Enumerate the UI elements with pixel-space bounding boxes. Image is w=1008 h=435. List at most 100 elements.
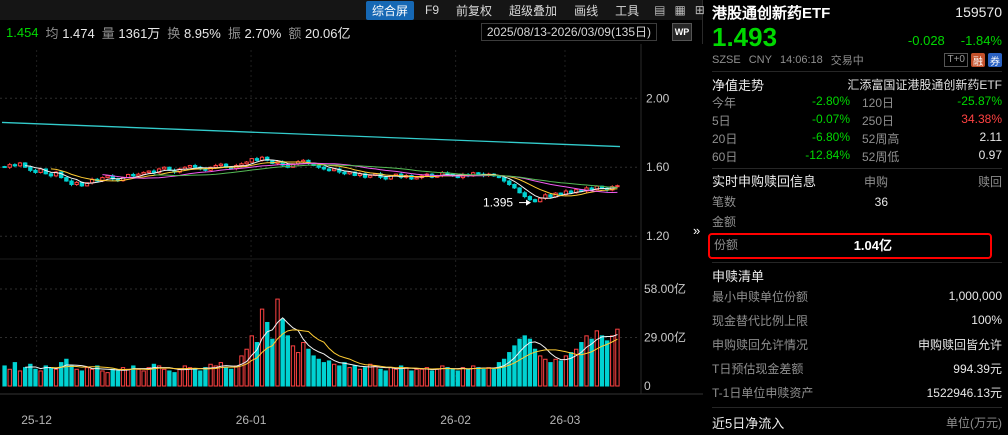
list-value: 100%	[971, 313, 1002, 327]
short-selling-icon[interactable]: 券	[988, 53, 1002, 68]
turnover-value: 8.95%	[183, 25, 221, 41]
list-value: 994.39元	[953, 361, 1002, 376]
toolbar-icon-group: ▤ ▦ ⊞	[654, 3, 705, 17]
list-label: T-1日单位申赎资产	[712, 385, 814, 400]
svg-text:26-01: 26-01	[236, 413, 267, 427]
divider	[712, 262, 1002, 263]
amplitude-label: 振	[227, 25, 241, 41]
list-value: 申购赎回皆允许	[917, 337, 1002, 352]
perf-value: -6.80%	[811, 129, 850, 144]
perf-row: 5日 -0.07% 250日 34.38%	[712, 111, 1002, 129]
fund-name[interactable]: 汇添富国证港股通创新药ETF	[847, 77, 1002, 92]
perf-value: -0.07%	[811, 111, 850, 126]
list-label: T日预估现金差额	[712, 361, 804, 376]
nav-section-title: 净值走势	[712, 77, 765, 93]
quote-time: 14:06:18	[779, 54, 823, 66]
volume-label: 量	[101, 25, 115, 41]
svg-text:58.00亿: 58.00亿	[644, 281, 686, 296]
t0-badge: T+0	[944, 53, 968, 67]
divider	[712, 168, 1002, 169]
perf-value: 34.38%	[961, 111, 1002, 126]
last-price: 1.493	[712, 22, 778, 52]
svg-text:1.20: 1.20	[646, 229, 670, 243]
perf-label: 20日	[712, 131, 738, 146]
turnover-label: 换	[167, 25, 181, 41]
svg-text:0: 0	[644, 379, 651, 393]
perf-label: 52周高	[862, 131, 900, 146]
quote-panel: 港股通创新药ETF 159570 1.493 -0.028 -1.84% SZS…	[704, 0, 1008, 435]
realtime-row: 金额	[712, 212, 1002, 232]
volume-value: 1361万	[118, 25, 161, 41]
perf-value: -2.80%	[811, 93, 850, 108]
price-change-pct: -1.84%	[960, 33, 1002, 48]
list-value: 1,000,000	[948, 289, 1002, 303]
chart-toolbar: 综合屏 F9 前复权 超级叠加 画线 工具 ▤ ▦ ⊞	[0, 0, 705, 20]
list-section-title: 申赎清单	[712, 268, 765, 284]
svg-text:2.00: 2.00	[646, 91, 670, 105]
currency-label: CNY	[748, 54, 772, 66]
flow-unit-label: 单位(万元)	[946, 415, 1002, 430]
avg-label: 均	[45, 25, 59, 41]
perf-value: 2.11	[979, 129, 1002, 144]
list-row: 现金替代比例上限 100%	[712, 308, 1002, 332]
amount-row-label: 金额	[712, 215, 737, 229]
price-change: -0.028	[907, 33, 945, 48]
redeem-column-header: 赎回	[977, 175, 1002, 189]
perf-value: 0.97	[978, 147, 1002, 162]
list-label: 现金替代比例上限	[712, 313, 809, 328]
svg-text:29.00亿: 29.00亿	[644, 330, 686, 345]
subscribe-share-value: 1.04亿	[853, 238, 892, 253]
amount-label: 额	[288, 25, 302, 41]
svg-text:25-12: 25-12	[21, 413, 52, 427]
list-row: 申购赎回允许情况 申购赎回皆允许	[712, 332, 1002, 356]
divider	[712, 71, 1002, 72]
avg-value: 1.474	[62, 25, 95, 41]
list-label: 申购赎回允许情况	[712, 337, 809, 352]
chart-section: 综合屏 F9 前复权 超级叠加 画线 工具 ▤ ▦ ⊞ 1.454 均 1.47…	[0, 0, 705, 435]
cursor-price: 1.454	[6, 24, 39, 40]
date-range-label: 2025/08/13-2026/03/09(135日)	[480, 23, 657, 41]
flow-section-title: 近5日净流入	[712, 415, 785, 431]
perf-row: 今年 -2.80% 120日 -25.87%	[712, 93, 1002, 111]
expand-icon[interactable]: ⊞	[694, 3, 705, 17]
svg-text:26-03: 26-03	[550, 413, 581, 427]
svg-text:1.60: 1.60	[646, 160, 670, 174]
perf-label: 5日	[712, 113, 731, 128]
panel-collapse-icon[interactable]: »	[693, 223, 701, 238]
list-row: T日预估现金差额 994.39元	[712, 356, 1002, 380]
perf-row: 60日 -12.84% 52周低 0.97	[712, 147, 1002, 165]
perf-value: -12.84%	[805, 147, 850, 162]
share-label: 份额	[714, 238, 739, 252]
margin-trading-icon[interactable]: 融	[971, 53, 985, 68]
trading-status: 交易中	[830, 55, 864, 67]
count-label: 笔数	[712, 195, 737, 209]
perf-label: 60日	[712, 149, 738, 164]
realtime-row: 笔数 36	[712, 192, 1002, 212]
security-name: 港股通创新药ETF	[712, 4, 831, 22]
perf-row: 20日 -6.80% 52周高 2.11	[712, 129, 1002, 147]
menu-composite-screen[interactable]: 综合屏	[366, 0, 415, 20]
menu-f9[interactable]: F9	[425, 3, 440, 17]
candlestick-chart[interactable]: 2.00 1.60 1.20 58.00亿 29.00亿 0 25-12 26-01 26-02…	[0, 44, 703, 435]
list-row: T-1日单位申赎资产 1522946.13元	[712, 380, 1002, 404]
perf-label: 52周低	[862, 149, 900, 164]
panel-layout-icon[interactable]: ▤	[654, 3, 666, 17]
menu-forward-adjust[interactable]: 前复权	[456, 3, 493, 18]
price-stats-bar: 1.454 均 1.474 量 1361万 换 8.95% 振 2.70% 额 …	[0, 20, 702, 44]
menu-super-overlay[interactable]: 超级叠加	[509, 3, 558, 18]
subscribe-column-header: 申购	[863, 175, 888, 189]
divider	[712, 407, 1002, 408]
perf-label: 120日	[862, 95, 895, 110]
exchange-label: SZSE	[712, 54, 741, 66]
list-label: 最小申赎单位份额	[712, 289, 809, 304]
perf-label: 今年	[712, 95, 737, 110]
menu-tools[interactable]: 工具	[615, 3, 640, 18]
list-row: 最小申赎单位份额 1,000,000	[712, 284, 1002, 308]
perf-value: -25.87%	[957, 93, 1002, 108]
perf-label: 250日	[862, 113, 895, 128]
grid-layout-icon[interactable]: ▦	[674, 3, 686, 17]
menu-draw-line[interactable]: 画线	[574, 3, 599, 18]
amount-value: 20.06亿	[304, 25, 351, 41]
subscribe-count-value: 36	[874, 195, 888, 209]
